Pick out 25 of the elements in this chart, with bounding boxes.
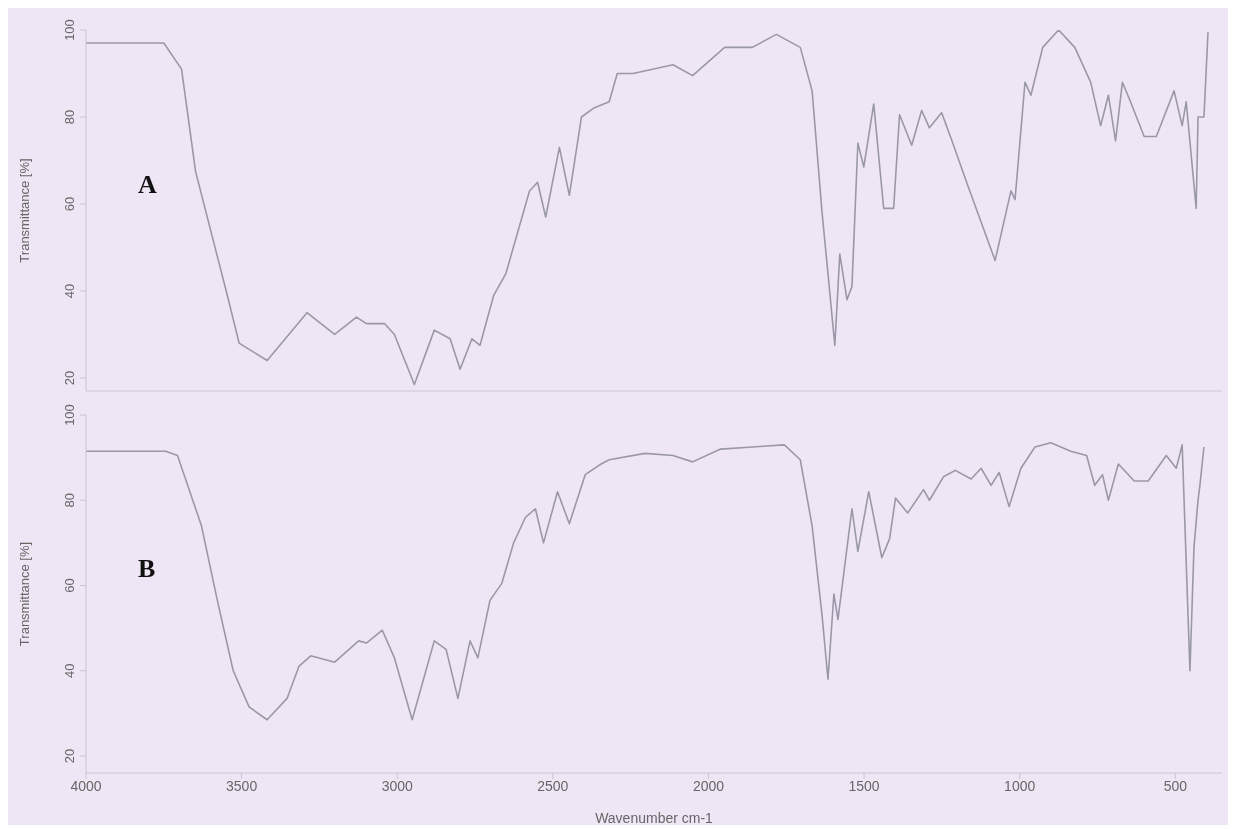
y-tick-label: 100	[62, 19, 77, 41]
x-tick-label: 1500	[848, 777, 880, 794]
y-tick-label: 100	[62, 404, 77, 426]
y-axis-title: Transmittance [%]	[16, 541, 32, 647]
y-tick-label: 80	[62, 493, 77, 508]
annotation: B	[138, 553, 156, 584]
y-tick-label: 60	[62, 196, 77, 212]
x-tick-label: 500	[1163, 777, 1188, 794]
y-tick-label: 20	[62, 370, 77, 386]
line-series	[86, 441, 1205, 721]
line-series	[86, 30, 1209, 386]
x-tick-label: 2000	[692, 777, 725, 794]
x-tick-label: 1000	[1004, 777, 1036, 794]
x-axis-title: Wavenumber cm-1	[595, 810, 714, 826]
x-tick-label: 4000	[70, 777, 102, 794]
x-tick-label: 3500	[226, 777, 258, 794]
y-tick-label: 40	[62, 663, 77, 678]
y-tick-label: 20	[62, 748, 77, 764]
y-tick-label: 80	[62, 109, 77, 125]
y-tick-label: 60	[62, 578, 77, 593]
y-tick-label: 40	[62, 283, 77, 299]
x-tick-label: 2500	[537, 777, 569, 794]
annotation: A	[138, 170, 157, 201]
y-axis-title: Transmittance [%]	[16, 158, 32, 263]
x-tick-label: 3000	[381, 777, 414, 794]
